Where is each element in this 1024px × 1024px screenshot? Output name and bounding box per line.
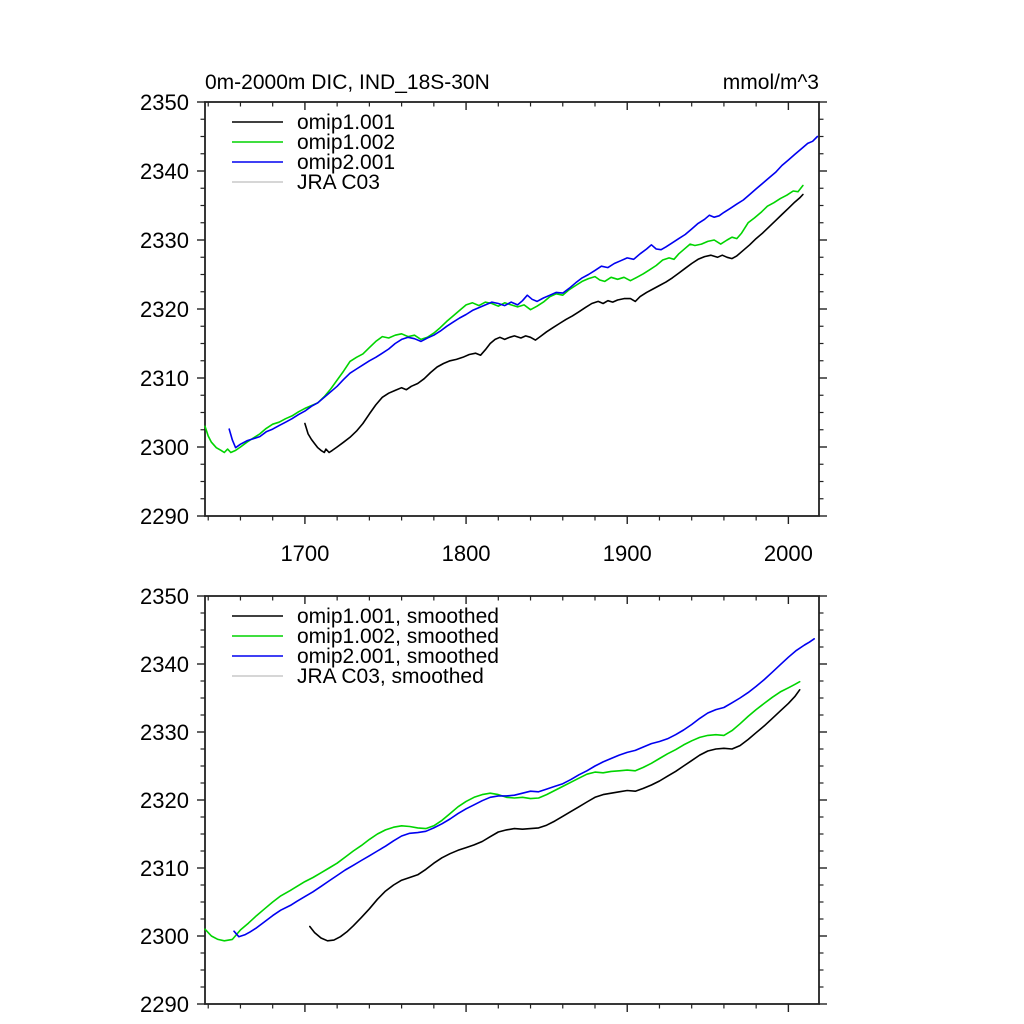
plot-smoothed: 2290 2300 2310 2320 2330 2340 2350 omip1.001, s…	[140, 584, 827, 1017]
y-tick-label: 2320	[140, 788, 189, 813]
x-tick-label: 1700	[280, 541, 329, 566]
y-tick-label: 2310	[140, 856, 189, 881]
series-omip2-001	[228, 135, 819, 449]
x-tick-label: 2000	[764, 541, 813, 566]
y-tick-label: 2340	[140, 159, 189, 184]
y-tick-label: 2350	[140, 584, 189, 609]
y-tick-label: 2330	[140, 228, 189, 253]
series-omip2-001-smoothed	[233, 637, 816, 938]
legend-label: omip1.001	[297, 111, 395, 134]
legend-label: omip1.002, smoothed	[297, 625, 499, 648]
y-tick-label: 2300	[140, 435, 189, 460]
units-label: mmol/m^3	[723, 71, 819, 94]
y-tick-label: 2310	[140, 366, 189, 391]
x-tick-label: 1800	[442, 541, 491, 566]
series-omip1-002-smoothed	[204, 680, 801, 942]
series-omip1-001	[304, 193, 804, 454]
series-omip1-001-smoothed	[308, 688, 801, 942]
legend-label: omip2.001	[297, 151, 395, 174]
y-tick-label: 2300	[140, 924, 189, 949]
plot-frame	[204, 595, 820, 1005]
y-tick-label: 2330	[140, 720, 189, 745]
plot-frame	[204, 101, 820, 517]
series-omip1-002	[204, 184, 804, 454]
plot-annual: 0m-2000m DIC, IND_18S-30N mmol/m^3 1700 180…	[140, 71, 827, 566]
y-tick-label: 2290	[140, 504, 189, 529]
legend-label: omip2.001, smoothed	[297, 645, 499, 668]
y-tick-label: 2320	[140, 297, 189, 322]
x-tick-label: 1900	[603, 541, 652, 566]
legend-label: omip1.002	[297, 131, 395, 154]
chart-title: 0m-2000m DIC, IND_18S-30N	[205, 71, 490, 94]
legend-label: JRA C03, smoothed	[297, 665, 484, 688]
y-tick-label: 2290	[140, 992, 189, 1017]
y-tick-label: 2340	[140, 652, 189, 677]
y-tick-label: 2350	[140, 90, 189, 115]
legend-label: JRA C03	[297, 171, 380, 194]
legend-label: omip1.001, smoothed	[297, 605, 499, 628]
